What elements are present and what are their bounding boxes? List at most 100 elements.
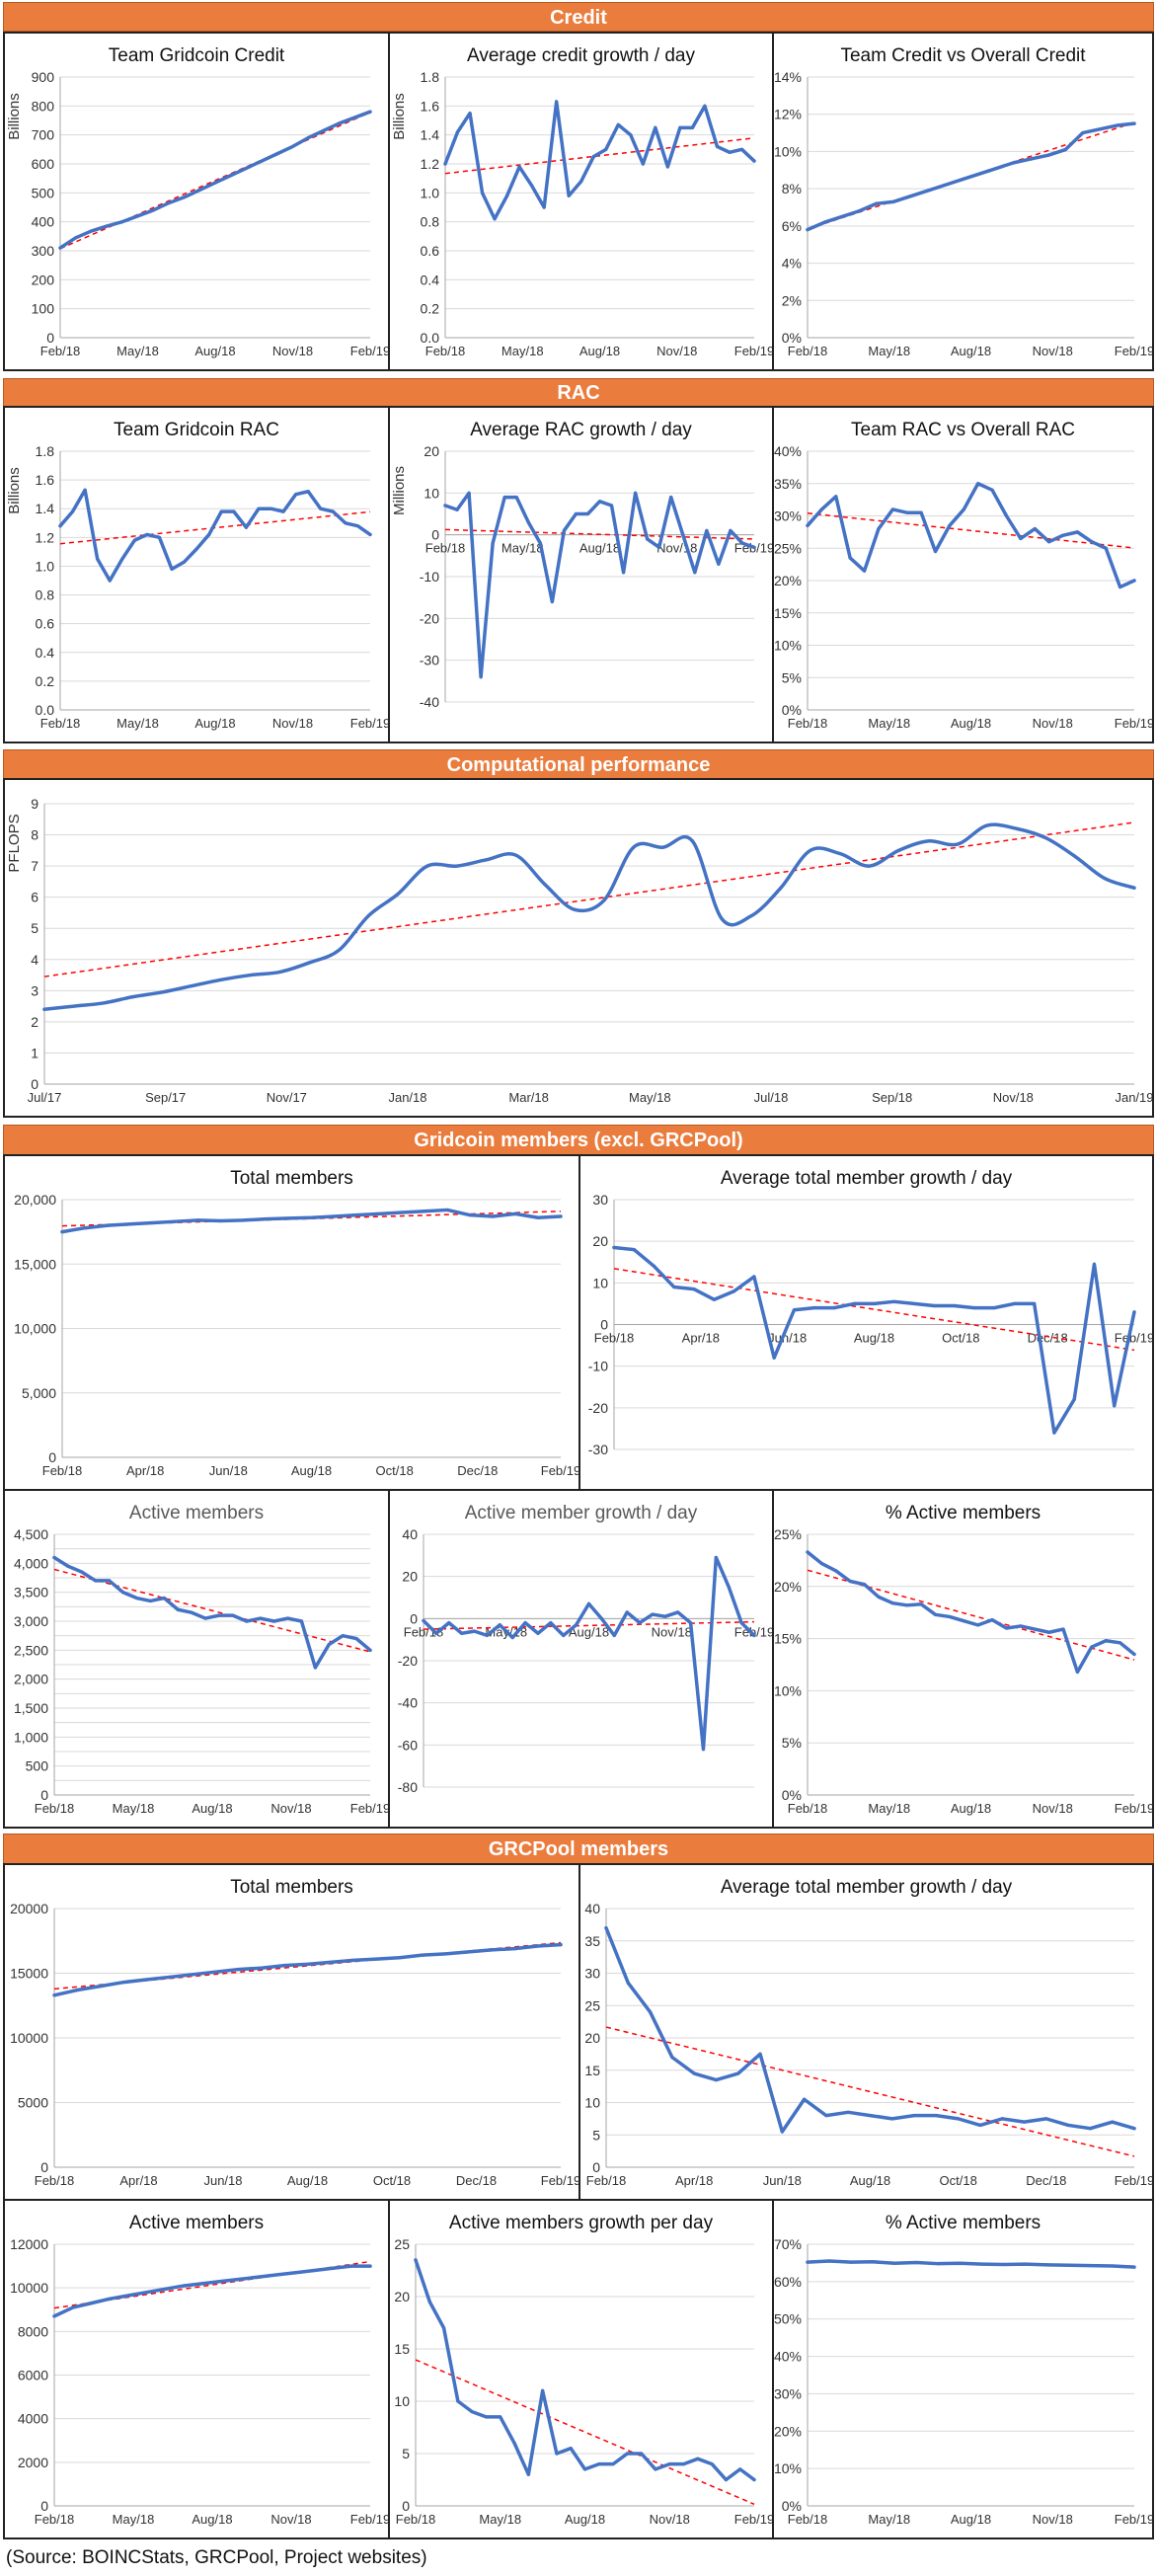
data-point (447, 1621, 451, 1625)
data-point (349, 2264, 353, 2268)
x-tick-label: Feb/18 (788, 344, 827, 358)
data-point (1033, 1627, 1037, 1631)
x-tick-label: Aug/18 (291, 1463, 332, 1478)
data-point (236, 1967, 241, 1972)
y-tick-label: 5 (31, 920, 39, 936)
data-point (513, 1211, 517, 1215)
data-point (629, 133, 633, 137)
data-point (275, 2273, 279, 2277)
data-point (555, 2452, 559, 2456)
data-point (421, 1953, 424, 1957)
data-point (877, 527, 881, 531)
x-tick-label: Aug/18 (951, 1801, 991, 1816)
data-point (249, 973, 253, 977)
x-tick-label: Jun/18 (203, 2173, 242, 2188)
data-point (890, 507, 894, 511)
data-point (693, 571, 697, 575)
data-point (752, 1633, 756, 1637)
y-tick-label: 5 (592, 2127, 600, 2143)
data-point (696, 2457, 700, 2460)
y-tick-label: 8 (31, 827, 39, 843)
x-tick-label: Nov/17 (267, 1090, 307, 1105)
x-tick-label: Aug/18 (192, 1801, 232, 1816)
data-point (943, 183, 947, 187)
data-point (285, 1616, 290, 1620)
x-tick-label: Feb/19 (541, 2173, 578, 2188)
y-tick-label: 25% (774, 1526, 802, 1542)
data-point (905, 510, 909, 514)
chart-svg: Active members 0 2000 4000 6000 8000 10000 1200… (10, 2213, 388, 2527)
data-point (892, 1299, 896, 1303)
data-point (640, 2452, 644, 2456)
chart-title: Active member growth / day (465, 1503, 698, 1523)
data-point (190, 984, 193, 988)
section-header-gridcoin-members: Gridcoin members (excl. GRCPool) (3, 1125, 1154, 1155)
section-header-computational-performance: Computational performance (3, 749, 1154, 779)
y-tick-label: 8% (782, 181, 802, 196)
data-point (167, 1975, 172, 1980)
data-point (423, 1210, 426, 1213)
data-point (612, 1633, 616, 1637)
data-point (803, 2097, 807, 2101)
data-point (1029, 157, 1034, 161)
x-tick-label: May/18 (868, 1801, 910, 1816)
data-point (585, 511, 590, 516)
data-point (71, 2305, 75, 2309)
y-tick-label: -60 (398, 1737, 418, 1753)
x-tick-label: May/18 (479, 2512, 521, 2527)
data-line (52, 1942, 563, 1997)
x-tick-label: Feb/19 (1115, 716, 1152, 731)
y-tick-label: 900 (32, 69, 55, 85)
y-tick-label: 5000 (18, 2095, 48, 2111)
data-point (1132, 2127, 1136, 2131)
data-line (806, 1550, 1136, 1675)
y-tick-label: -20 (588, 1400, 608, 1416)
x-tick-label: Aug/18 (951, 2512, 991, 2527)
data-point (60, 1230, 64, 1234)
x-tick-label: Nov/18 (1033, 1801, 1073, 1816)
y-tick-label: 12% (774, 107, 802, 122)
data-point (499, 2415, 502, 2419)
data-line (443, 100, 756, 221)
chart-svg: Average RAC growth / day Millions -40 -30 -2… (391, 420, 772, 710)
data-point (717, 562, 721, 566)
data-point (961, 178, 964, 182)
data-point (191, 1973, 194, 1977)
data-point (1118, 1641, 1122, 1645)
y-tick-label: 5 (402, 2446, 410, 2461)
y-tick-label: -30 (420, 653, 439, 668)
data-point (425, 864, 429, 868)
data-point (512, 1947, 516, 1951)
data-point (513, 853, 518, 857)
x-tick-label: Aug/18 (951, 344, 991, 358)
data-point (543, 883, 547, 887)
y-tick-label: 0% (782, 1787, 802, 1803)
data-point (490, 1948, 494, 1952)
data-point (632, 1248, 636, 1252)
data-point (176, 1607, 180, 1611)
data-point (309, 1215, 314, 1219)
y-tick-label: 0.6 (421, 243, 440, 259)
y-tick-label: 200 (32, 272, 55, 287)
data-line (422, 1555, 756, 1752)
data-point (479, 675, 483, 679)
data-point (1092, 1262, 1097, 1266)
data-point (806, 1550, 810, 1554)
data-point (729, 528, 733, 533)
y-tick-label: 25 (584, 1997, 600, 2013)
data-point (1132, 579, 1136, 583)
data-point (275, 152, 279, 156)
y-tick-label: 6000 (18, 2368, 48, 2383)
chart-svg: Average total member growth / day 0 5 10 15 2… (584, 1877, 1152, 2188)
data-point (1024, 2262, 1028, 2266)
x-tick-label: May/18 (629, 1090, 671, 1105)
data-point (530, 184, 534, 188)
data-point (70, 509, 75, 513)
data-point (151, 208, 155, 212)
x-tick-label: Dec/18 (1028, 1331, 1068, 1346)
data-point (58, 246, 62, 250)
data-point (213, 181, 217, 185)
y-tick-label: 4% (782, 256, 802, 272)
x-tick-label: Jun/18 (768, 1331, 807, 1346)
x-tick-label: Nov/18 (270, 1801, 311, 1816)
